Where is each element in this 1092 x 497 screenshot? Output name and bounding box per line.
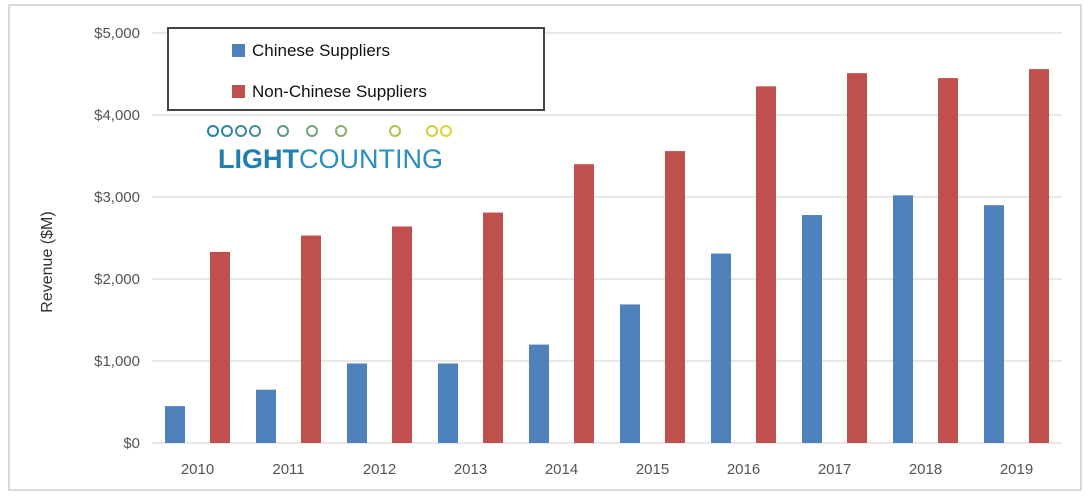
bar-non-chinese-2014 bbox=[574, 164, 594, 443]
legend-label-non-chinese: Non-Chinese Suppliers bbox=[252, 82, 427, 101]
x-tick-label: 2011 bbox=[272, 461, 304, 478]
x-tick-label: 2016 bbox=[727, 461, 760, 478]
bar-chinese-2019 bbox=[984, 205, 1004, 443]
x-tick-label: 2015 bbox=[636, 461, 669, 478]
y-tick-label: $0 bbox=[123, 435, 140, 452]
bar-non-chinese-2011 bbox=[301, 235, 321, 443]
y-tick-label: $1,000 bbox=[94, 353, 140, 370]
legend-box bbox=[167, 27, 545, 111]
bar-non-chinese-2010 bbox=[210, 251, 230, 443]
y-tick-label: $3,000 bbox=[94, 189, 140, 206]
bar-non-chinese-2013 bbox=[483, 212, 503, 443]
bars bbox=[165, 69, 1049, 444]
logo-text-counting: COUNTING bbox=[299, 144, 443, 174]
bar-non-chinese-2016 bbox=[756, 86, 776, 444]
logo-bead bbox=[426, 125, 438, 137]
bar-non-chinese-2017 bbox=[847, 73, 867, 444]
bar-chinese-2015 bbox=[620, 304, 640, 443]
bar-chinese-2016 bbox=[711, 253, 731, 443]
x-tick-label: 2017 bbox=[818, 461, 851, 478]
bar-chinese-2014 bbox=[529, 344, 549, 443]
bar-chinese-2017 bbox=[802, 215, 822, 443]
logo-bead bbox=[249, 125, 261, 137]
logo-wordmark: LIGHTCOUNTING bbox=[218, 144, 443, 174]
logo-bead bbox=[389, 125, 401, 137]
bar-chinese-2010 bbox=[165, 406, 185, 443]
x-tick-label: 2019 bbox=[1000, 461, 1033, 478]
x-tick-label: 2013 bbox=[454, 461, 487, 478]
x-tick-label: 2012 bbox=[363, 461, 396, 478]
legend-swatch-chinese bbox=[232, 44, 245, 57]
legend-swatch-non-chinese bbox=[232, 85, 245, 98]
legend: Chinese Suppliers Non-Chinese Suppliers bbox=[167, 27, 545, 111]
bar-chinese-2018 bbox=[893, 195, 913, 443]
logo-bead bbox=[277, 125, 289, 137]
bar-chinese-2011 bbox=[256, 389, 276, 443]
bar-non-chinese-2012 bbox=[392, 226, 412, 443]
bar-non-chinese-2019 bbox=[1029, 69, 1049, 443]
bar-chinese-2013 bbox=[438, 363, 458, 443]
logo-bead bbox=[207, 125, 219, 137]
logo-bead bbox=[221, 125, 233, 137]
y-axis-label: Revenue ($M) bbox=[39, 211, 56, 312]
bar-non-chinese-2015 bbox=[665, 151, 685, 443]
bar-non-chinese-2018 bbox=[938, 78, 958, 443]
y-tick-label: $2,000 bbox=[94, 271, 140, 288]
x-tick-label: 2014 bbox=[545, 461, 578, 478]
logo-bead bbox=[235, 125, 247, 137]
logo-text-light: LIGHT bbox=[218, 144, 299, 174]
logo-bead bbox=[335, 125, 347, 137]
y-axis-ticks: $0 $1,000 $2,000 $3,000 $4,000 $5,000 bbox=[94, 25, 140, 452]
x-tick-label: 2010 bbox=[181, 461, 214, 478]
y-tick-label: $4,000 bbox=[94, 107, 140, 124]
logo-beads-graphic bbox=[207, 125, 460, 137]
logo-bead bbox=[306, 125, 318, 137]
lightcounting-logo: LIGHTCOUNTING bbox=[207, 125, 460, 174]
legend-label-chinese: Chinese Suppliers bbox=[252, 41, 390, 60]
bar-chinese-2012 bbox=[347, 363, 367, 443]
x-tick-label: 2018 bbox=[909, 461, 942, 478]
logo-bead bbox=[440, 125, 452, 137]
x-axis-ticks: 2010 2011 2012 2013 2014 2015 2016 2017 2018 2019 bbox=[181, 461, 1033, 478]
y-tick-label: $5,000 bbox=[94, 25, 140, 42]
